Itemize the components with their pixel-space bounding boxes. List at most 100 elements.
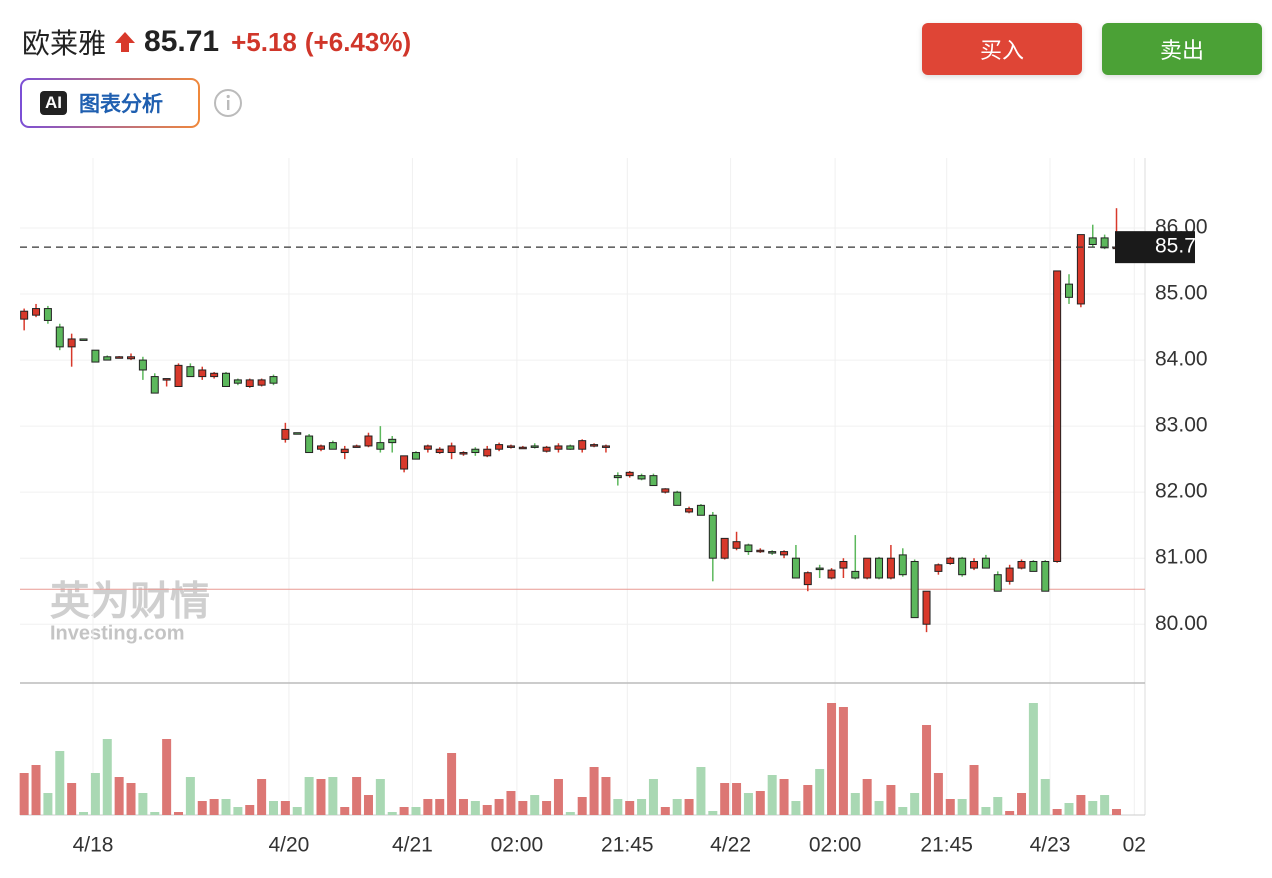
volume-bar (898, 807, 908, 815)
volume-bar (553, 779, 563, 815)
volume-bar (838, 707, 848, 815)
volume-bar (530, 795, 540, 815)
volume-bar (304, 777, 314, 815)
volume-bar (767, 775, 777, 815)
volume-bar (233, 807, 243, 815)
candle-body (578, 440, 587, 450)
volume-bar (1052, 809, 1062, 815)
candle-body (471, 448, 480, 454)
candle-body (222, 372, 231, 387)
volume-bar (791, 801, 801, 815)
candle-body (388, 438, 397, 444)
change-pct: (+6.43%) (304, 26, 412, 57)
x-tick-label: 21:45 (920, 834, 973, 857)
last-price-label: 85.71 (1155, 235, 1208, 258)
volume-bar (815, 769, 825, 815)
candle-body (127, 356, 136, 360)
volume-bar (174, 812, 184, 815)
volume-bar (328, 777, 338, 815)
volume-bar (993, 797, 1003, 815)
candle-body (447, 445, 456, 454)
candle-body (210, 372, 219, 378)
candle-body (162, 378, 171, 381)
volume-bar (957, 799, 967, 815)
candle-body (851, 570, 860, 579)
volume-bar (1064, 803, 1074, 815)
volume-bar (114, 777, 124, 815)
candle-body (186, 366, 195, 378)
buy-button[interactable]: 买入 (922, 23, 1082, 75)
info-icon[interactable] (213, 88, 243, 118)
volume-bar (684, 799, 694, 815)
y-tick-label: 83.00 (1155, 414, 1208, 437)
candle-body (79, 338, 88, 341)
volume-bar (1005, 811, 1015, 815)
volume-bar (981, 807, 991, 815)
candle-body (685, 508, 694, 513)
volume-bar (1028, 703, 1038, 815)
candle-body (352, 445, 361, 448)
candle-body (780, 551, 789, 556)
x-tick-label: 02:00 (809, 834, 862, 857)
candle-body (91, 349, 100, 363)
candle-body (601, 445, 610, 448)
volume-bar (102, 739, 112, 815)
candle-body (411, 452, 420, 460)
candle-body (993, 574, 1002, 592)
candle-body (233, 379, 242, 384)
volume-bar (625, 801, 635, 815)
candle-body (1041, 560, 1050, 592)
candle-body (376, 442, 385, 450)
volume-bar (708, 811, 718, 815)
stock-name: 欧莱雅 (22, 28, 107, 59)
y-tick-label: 84.00 (1155, 348, 1208, 371)
volume-bar (352, 777, 362, 815)
candle-body (1053, 270, 1062, 562)
candle-body (803, 572, 812, 586)
volume-bar (1100, 795, 1110, 815)
volume-bar (162, 739, 172, 815)
volume-bar (268, 801, 278, 815)
volume-bar (126, 783, 136, 815)
candle-body (673, 491, 682, 506)
candle-body (1076, 234, 1085, 305)
candle-body (1100, 237, 1109, 249)
candle-body (696, 504, 705, 516)
volume-bar (435, 799, 445, 815)
price: 85.71 (144, 25, 220, 58)
ai-badge: AI (40, 91, 67, 115)
candle-body (875, 557, 884, 579)
y-tick-label: 85.00 (1155, 282, 1208, 305)
candle-body (245, 379, 254, 387)
candle-body (922, 590, 931, 625)
volume-bar (31, 765, 41, 815)
last-price-box (1115, 231, 1195, 264)
candle-body (518, 446, 527, 450)
volume-bar (648, 779, 658, 815)
candle-body (138, 359, 147, 371)
ai-button[interactable]: AI 图表分析 (20, 78, 200, 128)
volume-bar (185, 777, 195, 815)
volume-bar (696, 767, 706, 815)
volume-bar (660, 807, 670, 815)
sell-button[interactable]: 卖出 (1102, 23, 1262, 75)
volume-bar (470, 801, 480, 815)
volume-bar (494, 799, 504, 815)
volume-bar (245, 805, 255, 815)
candle-body (316, 445, 325, 450)
volume-bar (732, 783, 742, 815)
candle-body (115, 356, 124, 359)
candle-body (708, 514, 717, 559)
candle-body (20, 310, 29, 320)
volume-bar (613, 799, 623, 815)
candle-body (103, 356, 112, 361)
candle-body (495, 444, 504, 450)
candle-body (839, 560, 848, 569)
volume-bar (90, 773, 100, 815)
candle-body (435, 448, 444, 454)
volume-bar (779, 779, 789, 815)
volume-bar (280, 801, 290, 815)
up-arrow (115, 32, 136, 52)
candle-body (720, 537, 729, 559)
